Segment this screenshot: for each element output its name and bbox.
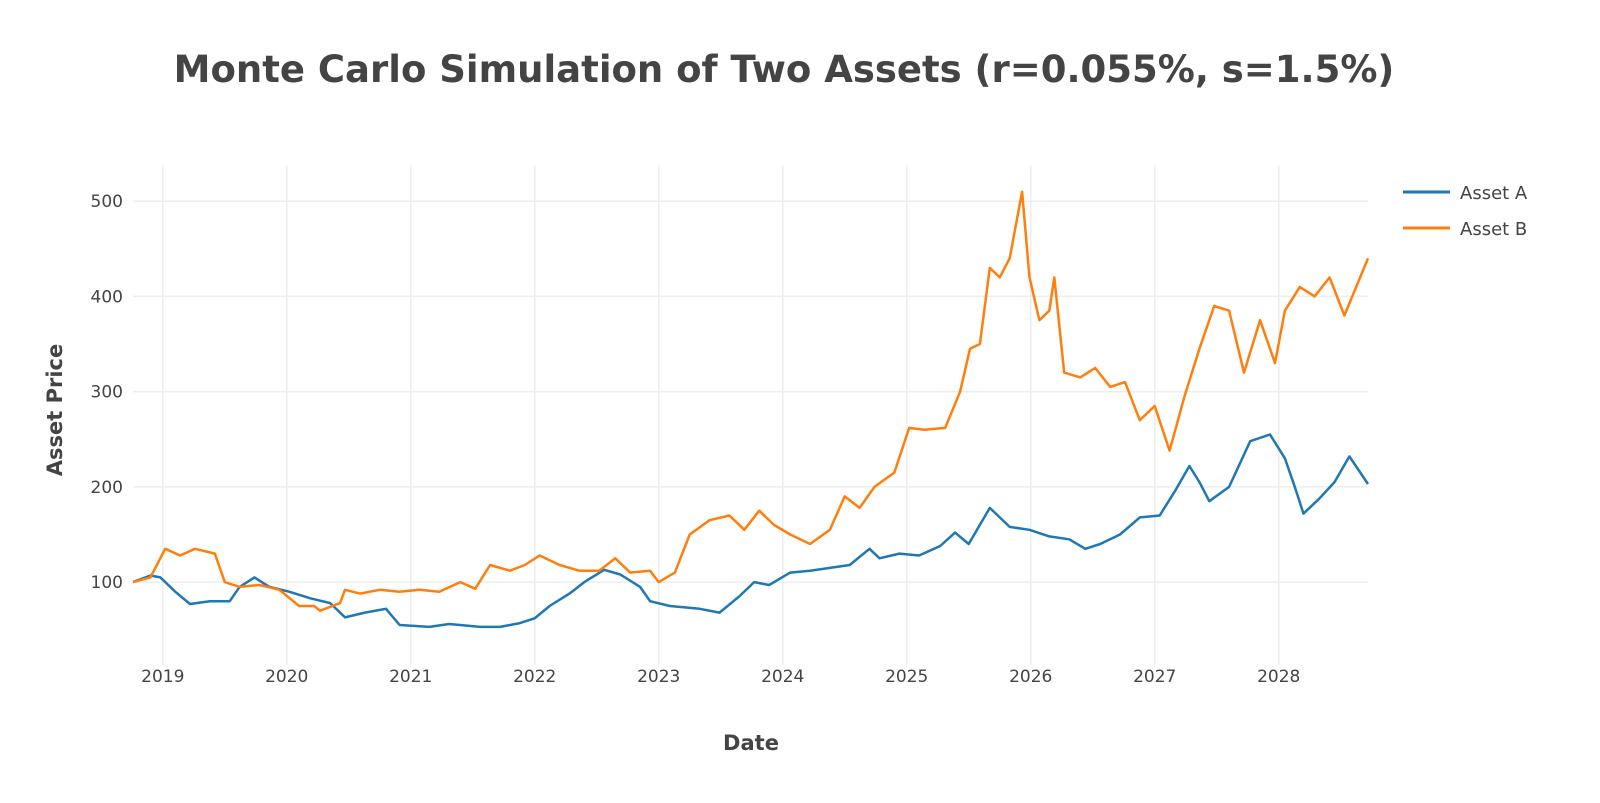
x-tick-label: 2020 — [265, 667, 308, 687]
x-tick-label: 2027 — [1133, 667, 1176, 687]
x-tick-label: 2021 — [389, 667, 432, 687]
x-tick-label: 2022 — [513, 667, 556, 687]
x-tick-label: 2026 — [1009, 667, 1052, 687]
legend-label: Asset A — [1460, 183, 1528, 204]
x-tick-labels: 2019 2020 2021 2022 2023 2024 2025 2026 2027 2028 — [141, 667, 1300, 687]
x-tick-label: 2025 — [885, 667, 928, 687]
legend-item-asset-b[interactable]: Asset B — [1403, 219, 1527, 240]
y-tick-labels: 100 200 300 400 500 — [91, 192, 123, 593]
y-tick-label: 300 — [91, 383, 123, 403]
series-line-asset-b — [132, 190, 1370, 612]
x-tick-label: 2019 — [141, 667, 184, 687]
y-gridlines — [133, 200, 1368, 583]
x-tick-label: 2023 — [637, 667, 680, 687]
y-tick-label: 500 — [91, 192, 123, 212]
legend-item-asset-a[interactable]: Asset A — [1403, 183, 1528, 204]
chart-title: Monte Carlo Simulation of Two Assets (r=… — [174, 48, 1395, 91]
legend-label: Asset B — [1460, 219, 1527, 240]
x-tick-label: 2024 — [761, 667, 804, 687]
series-lines — [132, 190, 1370, 629]
x-tick-label: 2028 — [1257, 667, 1300, 687]
legend[interactable]: Asset A Asset B — [1403, 183, 1528, 240]
series-line-asset-a — [132, 433, 1370, 629]
x-axis-title: Date — [723, 731, 779, 755]
x-gridlines — [162, 165, 1280, 665]
y-tick-label: 100 — [91, 573, 123, 593]
y-tick-label: 400 — [91, 287, 123, 307]
y-axis-title: Asset Price — [43, 344, 67, 476]
y-tick-label: 200 — [91, 478, 123, 498]
